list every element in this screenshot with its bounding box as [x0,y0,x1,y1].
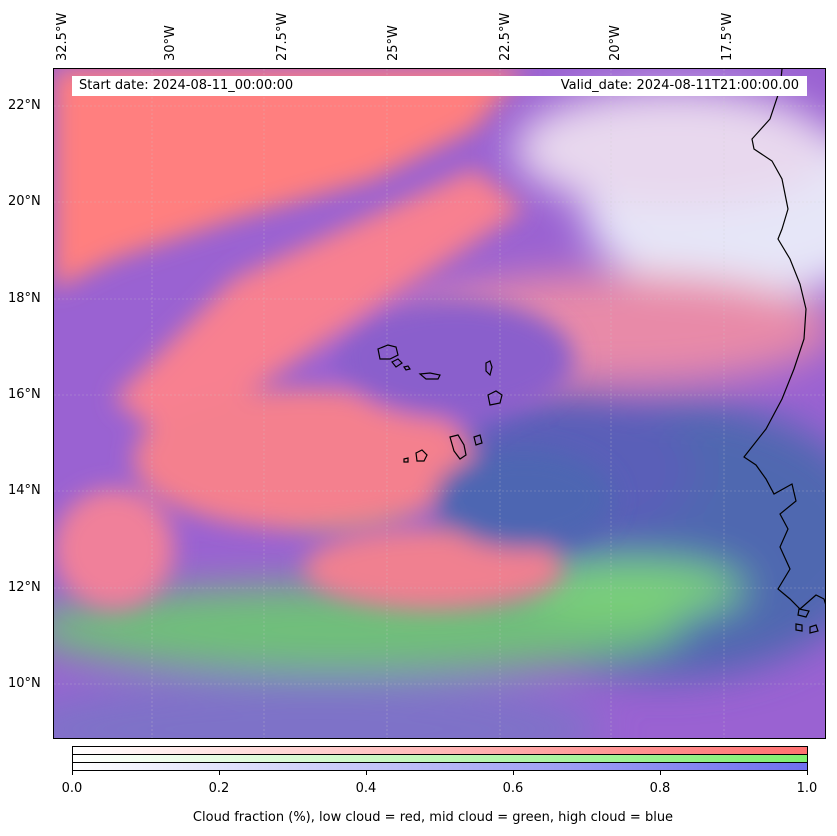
valid-date-text: Valid_date: 2024-08-11T21:00:00.00 [560,78,799,93]
island-santiago [449,434,467,460]
clear-region-ne2 [514,89,825,209]
island-santa-luzia [403,365,411,371]
mid-cloud-band-s [54,584,684,674]
island-sao-vicente [391,358,403,368]
high-cloud-core2 [434,449,614,549]
colorbar-tick-label: 0.0 [61,781,83,796]
lat-label: 22°N [8,98,41,113]
start-date-text: Start date: 2024-08-11_00:00:00 [79,78,294,93]
bijagos-islands [795,608,819,634]
mid-cloud-band-s2 [524,559,744,619]
low-cloud-nw [54,69,524,289]
colorbar-low-cloud [72,746,808,755]
lon-label: 32.5°W [55,12,70,61]
high-cloud-core [334,299,574,419]
lat-label: 10°N [8,676,41,691]
colorbar-tick [72,771,73,775]
lon-label: 20°W [608,25,623,61]
colorbar-caption: Cloud fraction (%), low cloud = red, mid… [192,810,674,825]
lat-label: 20°N [8,194,41,209]
africa-coastline [743,69,825,610]
low-cloud-south [304,529,564,609]
high-cloud-sw [54,679,604,738]
colorbar-tick [660,771,661,775]
colorbar-tick [366,771,367,775]
lon-label: 27.5°W [275,12,290,61]
lon-label: 22.5°W [498,12,513,61]
low-cloud-west [54,489,174,609]
date-info-bar: Start date: 2024-08-11_00:00:00 Valid_da… [72,76,807,96]
low-cloud-central [134,389,474,529]
island-santo-antao [377,344,399,360]
colorbar-tick-label: 0.6 [502,781,524,796]
lat-label: 16°N [8,387,41,402]
colorbar-tick-label: 0.2 [208,781,230,796]
island-sao-nicolau [418,372,441,380]
colorbar-tick [807,771,808,775]
colorbar-tick [513,771,514,775]
island-brava [403,457,409,463]
colorbar-high-cloud [72,762,808,771]
colorbar-tick [219,771,220,775]
lon-label: 17.5°W [720,12,735,61]
island-sal [485,360,493,377]
island-fogo [415,449,428,462]
lat-label: 14°N [8,483,41,498]
coastlines [377,69,825,634]
cloud-fraction-map [53,68,826,739]
colorbar-mid-cloud [72,754,808,763]
colorbar-tick-label: 0.4 [355,781,377,796]
island-boa-vista [487,390,503,406]
lon-label: 30°W [163,25,178,61]
colorbar-tick-label: 0.8 [649,781,671,796]
island-maio [473,434,483,446]
colorbar [72,746,808,771]
lat-label: 12°N [8,580,41,595]
lat-label: 18°N [8,291,41,306]
colorbar-tick-label: 1.0 [796,781,818,796]
lon-label: 25°W [386,25,401,61]
gridlines [54,69,825,738]
map-canvas [54,69,825,738]
